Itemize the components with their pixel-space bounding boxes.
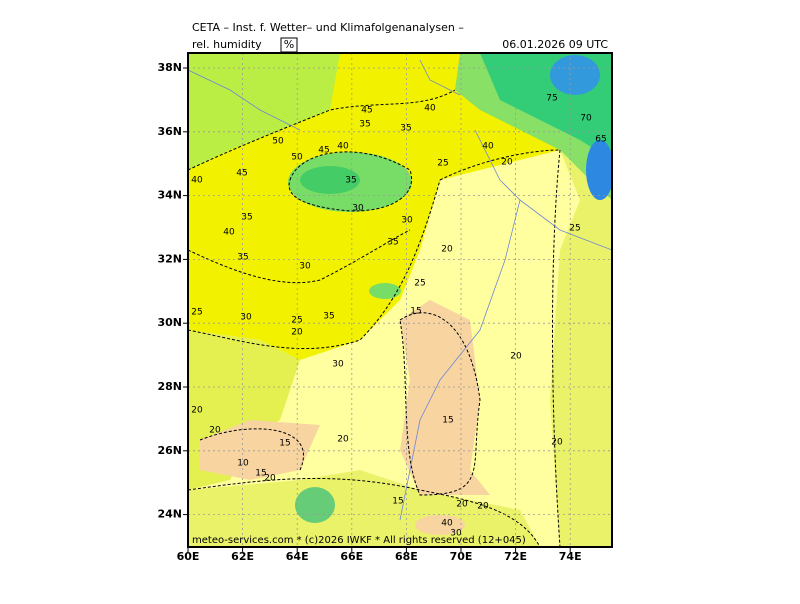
lon-label: 62E (231, 550, 254, 563)
lat-label: 38N (157, 61, 182, 74)
contour-label: 20 (291, 328, 303, 338)
contour-label: 15 (279, 439, 290, 449)
grid (188, 53, 612, 547)
contour-label: 30 (450, 529, 462, 539)
lat-label: 36N (157, 125, 182, 138)
contour-label: 20 (477, 502, 489, 512)
frame (187, 52, 613, 548)
lon-label: 66E (340, 550, 363, 563)
contour-label: 20 (264, 474, 276, 484)
lat-label: 24N (157, 508, 182, 521)
axes: 38N 36N 34N 32N 30N 28N 26N 24N 60E 62E 64E 66E 68E 7… (157, 61, 581, 563)
contour-label: 40 (223, 228, 235, 238)
contour-label: 35 (359, 120, 370, 130)
contour-label: 20 (551, 438, 563, 448)
contour-label: 70 (580, 114, 592, 124)
contour-label: 25 (569, 224, 580, 234)
valid-time: 06.01.2026 09 UTC (502, 38, 608, 51)
contour-label: 30 (332, 360, 344, 370)
lat-label: 26N (157, 444, 182, 457)
footer: meteo-services.com * (c)2026 IWKF * All … (192, 535, 526, 546)
lon-label: 60E (177, 550, 200, 563)
contour-label: 20 (510, 352, 522, 362)
contour-label: 20 (209, 426, 221, 436)
lat-label: 34N (157, 189, 182, 202)
field-name: rel. humidity (192, 38, 262, 51)
contour-label: 20 (441, 245, 453, 255)
contour-label: 45 (318, 146, 329, 156)
contour-label: 40 (337, 142, 349, 152)
contour-label: 20 (337, 435, 349, 445)
contour-label: 25 (291, 316, 302, 326)
contour-label: 35 (345, 176, 356, 186)
contour-label: 50 (272, 137, 284, 147)
contour-label: 35 (237, 253, 248, 263)
lon-label: 72E (504, 550, 527, 563)
contour-label: 20 (191, 406, 203, 416)
lat-label: 32N (157, 252, 182, 265)
lon-label: 74E (559, 550, 582, 563)
contour-label: 40 (441, 519, 453, 529)
lon-label: 70E (450, 550, 473, 563)
contour-label: 15 (255, 469, 266, 479)
contour-label: 35 (241, 213, 252, 223)
contour-label: 45 (361, 106, 372, 116)
contour-label: 20 (456, 500, 468, 510)
contour-label: 30 (240, 313, 252, 323)
contour-label: 30 (352, 204, 364, 214)
contour-label: 75 (546, 94, 557, 104)
lat-label: 28N (157, 380, 182, 393)
lon-label: 64E (286, 550, 309, 563)
contour-label: 35 (387, 238, 398, 248)
contour-label: 40 (424, 104, 436, 114)
contour-label: 35 (323, 312, 334, 322)
contour-label: 20 (501, 158, 513, 168)
contour-label: 40 (482, 142, 494, 152)
lat-label: 30N (157, 316, 182, 329)
contour-label: 25 (437, 159, 448, 169)
unit: % (284, 38, 294, 51)
contour-label: 35 (400, 124, 411, 134)
contour-label: 10 (237, 459, 249, 469)
contour-label: 15 (392, 497, 403, 507)
contour-label: 45 (236, 169, 247, 179)
contour-label: 25 (414, 279, 425, 289)
contour-label: 30 (299, 262, 311, 272)
title: CETA – Inst. f. Wetter– und Klimafolgena… (192, 21, 464, 34)
contour-label: 40 (191, 176, 203, 186)
contour-label: 15 (442, 416, 453, 426)
contour-label: 30 (401, 216, 413, 226)
contour-label: 50 (291, 153, 303, 163)
contour-label: 65 (595, 135, 606, 145)
contour-label: 25 (191, 308, 202, 318)
contour-label: 15 (410, 307, 421, 317)
lon-label: 68E (395, 550, 418, 563)
